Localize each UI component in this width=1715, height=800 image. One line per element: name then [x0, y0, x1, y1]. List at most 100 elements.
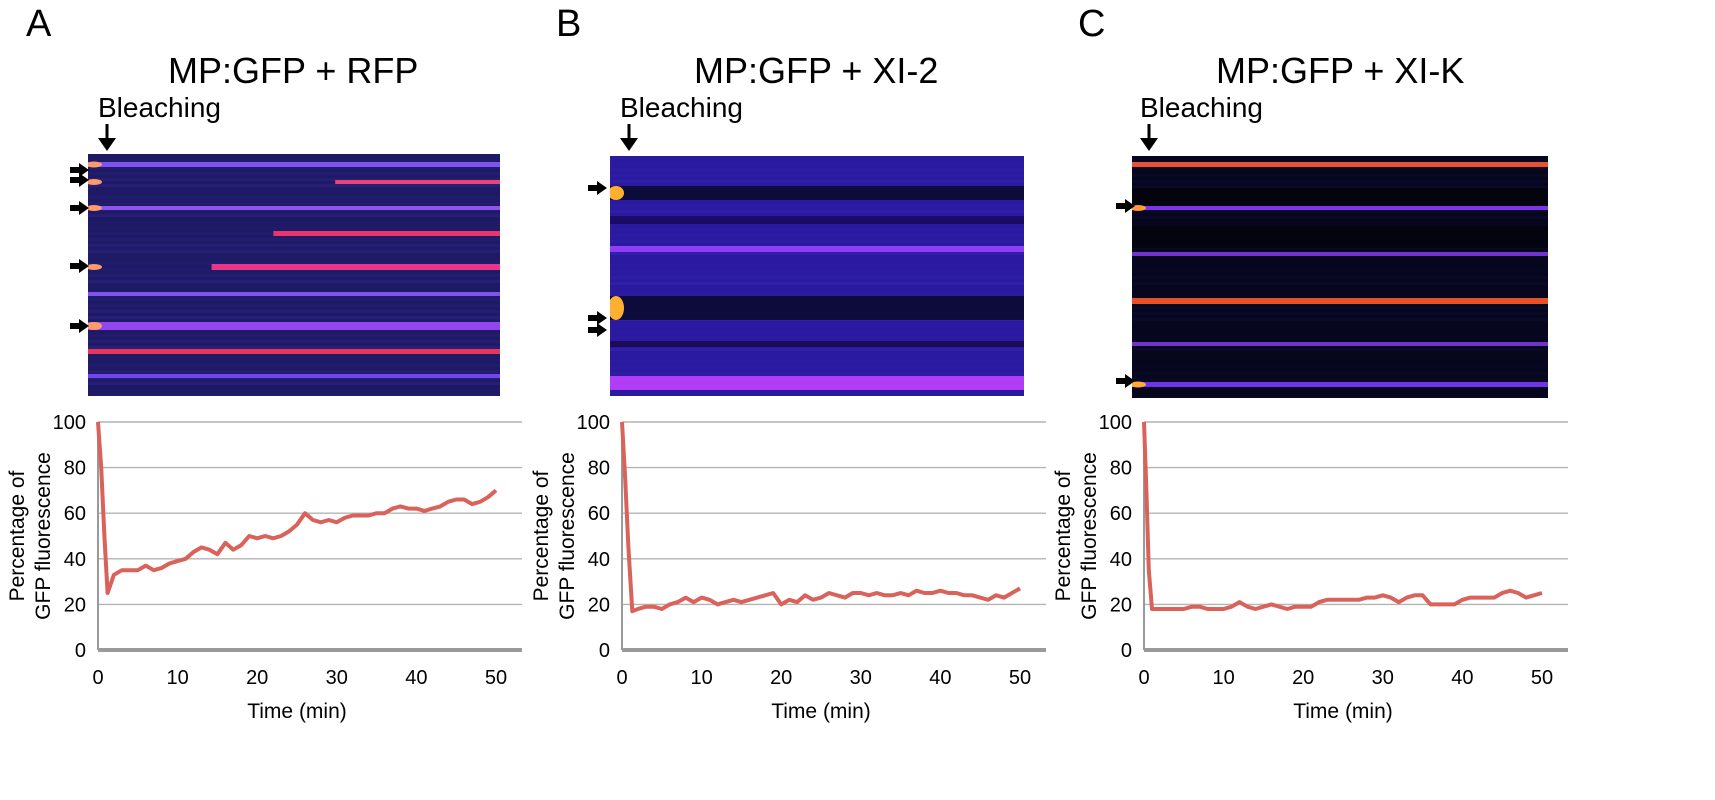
kymograph-stripe	[610, 360, 1024, 363]
bleach-spot	[610, 296, 624, 320]
kymograph-stripe	[88, 250, 500, 253]
bleach-spot-arrow-icon	[1116, 199, 1135, 213]
kymograph-stripe	[1132, 390, 1548, 393]
y-tick-label: 100	[577, 412, 610, 434]
kymograph-stripe	[1132, 366, 1548, 369]
bleach-spot-arrow-icon	[70, 259, 89, 273]
kymograph-stripe	[1132, 258, 1548, 261]
kymograph-band	[88, 206, 500, 210]
kymograph-stripe	[610, 372, 1024, 375]
kymograph-band	[1132, 226, 1548, 248]
kymograph-stripe	[88, 340, 500, 343]
kymograph-stripe	[1132, 270, 1548, 273]
kymograph-stripe	[1132, 396, 1548, 398]
kymograph-band	[1132, 382, 1548, 387]
y-axis-label: Percentage of	[1052, 470, 1075, 601]
kymograph-stripe	[610, 240, 1024, 243]
kymograph-stripe	[1132, 360, 1548, 363]
y-axis-label: Percentage of	[6, 470, 29, 601]
x-tick-label: 50	[1531, 667, 1553, 689]
kymograph-stripe	[88, 226, 500, 229]
kymograph-stripe	[88, 298, 500, 301]
kymograph-stripe	[1132, 180, 1548, 183]
kymograph-stripe	[610, 210, 1024, 213]
x-tick-label: 40	[405, 667, 427, 689]
fluorescence-recovery-chart: 0 20 40 60 80 100 0 10 20 30 40 50 Time (min) Percent…	[6, 412, 522, 723]
kymograph-band	[1132, 162, 1548, 167]
bleaching-arrow-icon	[98, 124, 116, 151]
kymograph-stripe	[88, 244, 500, 247]
bleach-spot	[88, 161, 102, 168]
x-tick-label: 30	[1372, 667, 1394, 689]
kymograph-stripe	[610, 366, 1024, 369]
y-tick-label: 20	[1110, 594, 1132, 616]
kymograph-stripe	[610, 270, 1024, 273]
kymograph-stripe	[1132, 294, 1548, 297]
x-tick-label: 30	[326, 667, 348, 689]
bleach-spot	[1132, 381, 1146, 388]
panel-title: MP:GFP + RFP	[168, 50, 419, 91]
bleach-spot	[88, 179, 102, 185]
kymograph-stripe	[88, 190, 500, 193]
kymograph-band	[1132, 298, 1548, 304]
kymograph-stripe	[610, 204, 1024, 207]
kymograph-stripe	[1132, 276, 1548, 279]
kymograph-band	[88, 374, 500, 378]
kymograph-band	[88, 292, 500, 296]
data-series-line	[1142, 421, 1543, 611]
panel-letter: C	[1078, 3, 1106, 45]
y-axis-label: GFP fluorescence	[32, 452, 55, 620]
kymograph-stripe	[1132, 318, 1548, 321]
kymograph-band	[273, 231, 500, 236]
kymograph-band	[1132, 342, 1548, 346]
kymograph-stripe	[88, 364, 500, 367]
y-tick-label: 100	[53, 412, 86, 434]
kymograph-band	[88, 162, 500, 167]
kymograph-stripe	[1132, 186, 1548, 189]
bleaching-arrow-icon	[1140, 124, 1158, 151]
bleaching-label: Bleaching	[98, 92, 221, 123]
x-tick-label: 20	[770, 667, 792, 689]
y-tick-label: 100	[1099, 412, 1132, 434]
x-tick-label: 50	[1009, 667, 1031, 689]
x-tick-label: 50	[485, 667, 507, 689]
kymograph-band	[610, 246, 1024, 252]
kymograph-stripe	[610, 168, 1024, 171]
kymograph-band	[88, 349, 500, 354]
kymograph-stripe	[88, 202, 500, 205]
kymograph-stripe	[88, 382, 500, 385]
kymograph-stripe	[1132, 216, 1548, 219]
y-tick-label: 0	[1121, 640, 1132, 662]
y-tick-label: 80	[1110, 458, 1132, 480]
y-tick-label: 60	[64, 503, 86, 525]
kymograph-band	[610, 216, 1024, 224]
bleach-spot-arrow-icon	[588, 323, 607, 337]
x-tick-label: 0	[92, 667, 103, 689]
kymograph-stripe	[88, 238, 500, 241]
kymograph-stripe	[88, 346, 500, 349]
bleaching-label: Bleaching	[1140, 92, 1263, 123]
x-tick-label: 20	[246, 667, 268, 689]
kymograph-stripe	[1132, 312, 1548, 315]
kymograph-stripe	[88, 280, 500, 283]
kymograph-band	[211, 264, 500, 270]
kymograph-stripe	[88, 166, 500, 169]
kymograph-stripe	[88, 214, 500, 217]
kymograph-stripe	[610, 324, 1024, 327]
kymograph-stripe	[1132, 306, 1548, 309]
x-tick-label: 20	[1292, 667, 1314, 689]
kymograph-stripe	[610, 264, 1024, 267]
kymograph-band	[335, 180, 500, 184]
bleach-spot	[88, 322, 102, 330]
kymograph-stripe	[1132, 168, 1548, 171]
y-tick-label: 0	[75, 640, 86, 662]
kymograph-band	[1132, 206, 1548, 210]
kymograph-band	[88, 322, 500, 330]
x-tick-label: 10	[166, 667, 188, 689]
kymograph-background	[88, 154, 500, 396]
x-tick-label: 30	[850, 667, 872, 689]
y-tick-label: 60	[588, 503, 610, 525]
kymograph-stripe	[1132, 378, 1548, 381]
x-tick-label: 10	[1212, 667, 1234, 689]
kymograph-stripe	[1132, 348, 1548, 351]
